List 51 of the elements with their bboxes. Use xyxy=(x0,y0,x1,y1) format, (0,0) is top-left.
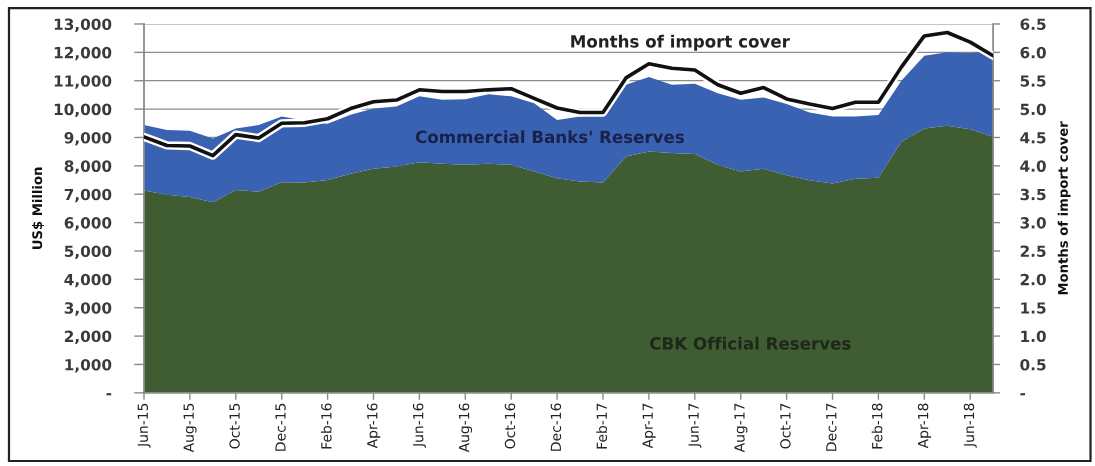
x-tick-label: Feb-18 xyxy=(871,403,883,449)
x-tick-label: Dec-15 xyxy=(275,403,286,451)
y-tick-label: 5,000 xyxy=(64,245,112,259)
x-tick-label: Dec-17 xyxy=(826,403,837,451)
y2-tick-label: 1.5 xyxy=(1021,302,1046,314)
x-tick-label: Feb-16 xyxy=(320,403,332,449)
y-tick-label: 11,000 xyxy=(54,75,112,89)
y2-tick-label: 0.5 xyxy=(1020,358,1046,371)
y2-tick-label: 2.5 xyxy=(1020,245,1046,257)
y-tick-label: 8,000 xyxy=(64,160,112,174)
y2-tick-label: - xyxy=(1020,393,1026,396)
y2-tick-label: 1.0 xyxy=(1021,330,1046,343)
x-tick-label: Jun-16 xyxy=(412,403,427,448)
x-tick-label: Dec-16 xyxy=(550,403,562,451)
x-tick-label: Oct-15 xyxy=(229,403,240,449)
y-tick-label: 1,000 xyxy=(65,358,112,373)
y-tick-label: - xyxy=(106,393,112,396)
x-tick-label: Jun-15 xyxy=(137,403,151,448)
x-tick-label: Jun-18 xyxy=(963,403,977,448)
x-tick-label: Oct-17 xyxy=(780,403,791,449)
x-tick-label: Oct-16 xyxy=(504,403,516,449)
y-tick-label: 10,000 xyxy=(54,103,112,118)
y2-tick-label: 4.0 xyxy=(1020,160,1046,172)
y2-axis-title: Months of import cover xyxy=(1057,121,1071,295)
y2-tick-label: 3.5 xyxy=(1020,188,1046,201)
x-tick-label: Apr-18 xyxy=(917,403,932,449)
series-label: Commercial Banks' Reserves xyxy=(415,130,684,144)
y2-tick-label: 6.0 xyxy=(1020,46,1046,59)
y-tick-label: 4,000 xyxy=(64,273,112,288)
series-label: Months of import cover xyxy=(571,34,790,51)
y2-tick-label: 5.5 xyxy=(1020,75,1046,87)
x-tick-label: Apr-17 xyxy=(642,403,656,449)
y-tick-label: 2,000 xyxy=(64,330,112,345)
x-tick-label: Aug-16 xyxy=(458,403,473,453)
y2-tick-label: 6.5 xyxy=(1020,18,1046,31)
x-tick-label: Feb-17 xyxy=(596,403,608,449)
y-tick-label: 9,000 xyxy=(64,131,112,146)
y2-tick-label: 3.0 xyxy=(1020,217,1046,229)
x-tick-label: Apr-16 xyxy=(367,403,381,449)
y2-tick-label: 5.0 xyxy=(1020,103,1046,116)
y-axis-title: US$ Million xyxy=(31,167,44,250)
y2-tick-label: 4.5 xyxy=(1020,132,1046,144)
x-tick-label: Jun-17 xyxy=(688,403,702,448)
y-tick-label: 12,000 xyxy=(54,46,112,61)
x-tick-label: Aug-17 xyxy=(734,403,748,453)
y-tick-label: 3,000 xyxy=(64,302,112,316)
y-tick-label: 6,000 xyxy=(64,217,112,231)
y2-tick-label: 2.0 xyxy=(1020,273,1046,286)
y-tick-label: 7,000 xyxy=(64,188,112,203)
y-tick-label: 13,000 xyxy=(54,18,112,32)
x-tick-label: Aug-15 xyxy=(183,403,197,453)
